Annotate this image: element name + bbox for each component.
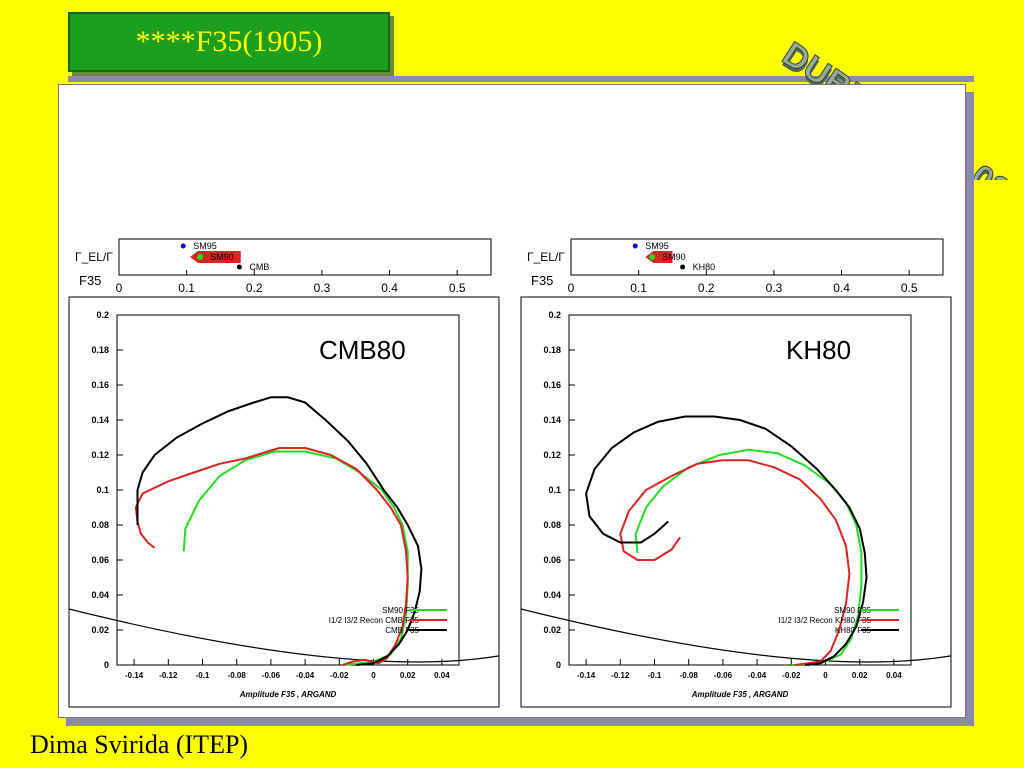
strip-xtick-label: 0.5 <box>901 281 918 295</box>
unitarity-arc <box>521 608 951 663</box>
argand-ytick-label: 0.18 <box>91 345 109 355</box>
title-box: ****F35(1905) <box>68 12 390 72</box>
argand-xtick-label: -0.06 <box>262 671 281 680</box>
title-underline <box>68 76 974 82</box>
strip-xtick-label: 0.2 <box>246 281 263 295</box>
strip-point-sm95 <box>632 243 638 249</box>
strip-point-cmb <box>236 264 242 270</box>
argand-panel-0 <box>68 296 500 708</box>
argand-xtick-label: 0.04 <box>886 671 902 680</box>
strip-xtick-label: 0 <box>116 281 123 295</box>
argand-xtick-label: -0.12 <box>159 671 178 680</box>
argand-xtick-label: -0.06 <box>714 671 733 680</box>
argand-xtick-label: -0.1 <box>648 671 662 680</box>
argand-ytick-label: 0.18 <box>543 345 561 355</box>
strip-xtick-label: 0.4 <box>381 281 398 295</box>
argand-ytick-label: 0.06 <box>543 555 561 565</box>
legend-label: I1/2 I3/2 Recon CMB F35 <box>329 616 420 625</box>
argand-ytick-label: 0.04 <box>91 590 109 600</box>
argand-xtick-label: -0.1 <box>196 671 210 680</box>
argand-series-i1-2-i3-2-recon-kh80-f35 <box>619 459 851 666</box>
argand-xtick-label: -0.12 <box>611 671 630 680</box>
legend-label: I1/2 I3/2 Recon KH80 F35 <box>779 616 872 625</box>
strip-xtick-label: 0.4 <box>833 281 850 295</box>
strip-ylabel-1: Γ_EL/Γ <box>527 250 565 264</box>
argand-ytick-label: 0.14 <box>543 415 561 425</box>
argand-model-label: CMB80 <box>319 335 406 365</box>
argand-xtick-label: 0.02 <box>400 671 416 680</box>
strip-point-kh80 <box>680 264 686 270</box>
argand-xtick-label: -0.14 <box>577 671 596 680</box>
argand-xtick-label: 0 <box>823 671 828 680</box>
strip-xtick-label: 0.2 <box>698 281 715 295</box>
strip-xtick-label: 0.3 <box>314 281 331 295</box>
argand-ytick-label: 0.2 <box>548 310 561 320</box>
strip-xtick-label: 0.3 <box>766 281 783 295</box>
strip-frame-0 <box>118 238 492 276</box>
argand-series-cmb-f35 <box>136 396 423 666</box>
argand-panel-1 <box>520 296 952 708</box>
legend-label: CMB F35 <box>385 626 419 635</box>
argand-ytick-label: 0.04 <box>543 590 561 600</box>
argand-ytick-label: 0.12 <box>543 450 561 460</box>
argand-xlabel: Amplitude F35 , ARGAND <box>691 690 789 699</box>
strip-ylabel-0: Γ_EL/Γ <box>75 250 113 264</box>
strip-xtick-label: 0.1 <box>178 281 195 295</box>
strip-point-sm95 <box>180 243 186 249</box>
argand-xtick-label: 0 <box>371 671 376 680</box>
argand-xlabel: Amplitude F35 , ARGAND <box>239 690 337 699</box>
argand-xtick-label: 0.02 <box>852 671 868 680</box>
strip-xtick-label: 0 <box>568 281 575 295</box>
argand-ytick-label: 0 <box>104 660 109 670</box>
argand-ytick-label: 0.1 <box>548 485 561 495</box>
strip-point-label: SM90 <box>662 252 686 262</box>
strip-ylabel2-0: F35 <box>79 273 101 288</box>
argand-xtick-label: -0.08 <box>680 671 699 680</box>
argand-xtick-label: -0.08 <box>228 671 247 680</box>
argand-xtick-label: -0.04 <box>748 671 767 680</box>
argand-series-kh80-f35 <box>585 415 868 666</box>
argand-ytick-label: 0.14 <box>91 415 109 425</box>
strip-sm90-point <box>197 254 204 260</box>
strip-frame-1 <box>570 238 944 276</box>
argand-ytick-label: 0.12 <box>91 450 109 460</box>
strip-point-label: CMB <box>249 262 269 272</box>
argand-ytick-label: 0.08 <box>543 520 561 530</box>
strip-ylabel2-1: F35 <box>531 273 553 288</box>
argand-ytick-label: 0.02 <box>543 625 561 635</box>
strip-xtick-label: 0.5 <box>449 281 466 295</box>
argand-ytick-label: 0.08 <box>91 520 109 530</box>
argand-ytick-label: 0.02 <box>91 625 109 635</box>
strip-point-label: KH80 <box>693 262 716 272</box>
legend-label: KH80 F35 <box>835 626 872 635</box>
argand-ytick-label: 0 <box>556 660 561 670</box>
argand-xtick-label: -0.02 <box>330 671 349 680</box>
argand-ytick-label: 0.2 <box>96 310 109 320</box>
legend-label: SM90 F35 <box>382 606 419 615</box>
argand-ytick-label: 0.06 <box>91 555 109 565</box>
strip-point-label: SM95 <box>645 241 669 251</box>
unitarity-arc <box>69 608 499 663</box>
strip-point-label: SM90 <box>210 252 234 262</box>
argand-xtick-label: -0.02 <box>782 671 801 680</box>
argand-model-label: KH80 <box>786 335 851 365</box>
footer-author: Dima Svirida (ITEP) <box>30 730 249 759</box>
strip-sm90-point <box>649 254 656 260</box>
argand-ytick-label: 0.16 <box>543 380 561 390</box>
main-panel: Γ_EL/Γ F35 0 0.1 0.2 0.3 0.4 0.5 SM95 SM90 CMB Γ_EL… <box>58 84 966 718</box>
strip-point-label: SM95 <box>193 241 217 251</box>
legend-label: SM90 F35 <box>834 606 871 615</box>
argand-xtick-label: -0.14 <box>125 671 144 680</box>
strip-xtick-label: 0.1 <box>630 281 647 295</box>
strip-sm90-band <box>190 251 241 263</box>
argand-ytick-label: 0.1 <box>96 485 109 495</box>
slide-title: ****F35(1905) <box>135 25 323 58</box>
argand-ytick-label: 0.16 <box>91 380 109 390</box>
argand-xtick-label: -0.04 <box>296 671 315 680</box>
argand-xtick-label: 0.04 <box>434 671 450 680</box>
